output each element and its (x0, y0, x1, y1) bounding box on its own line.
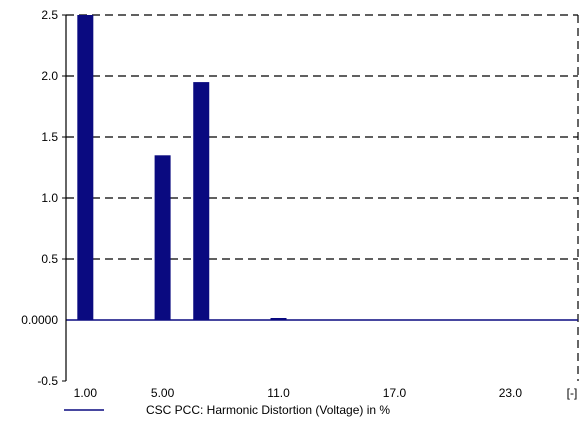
x-tick-labels: 1.00 5.00 11.0 17.0 23.0 (74, 386, 523, 400)
y-tick-label: 2.5 (41, 8, 58, 22)
y-tick-labels: -0.5 0.5 1.0 1.5 2.0 2.5 0.0000 (21, 8, 58, 388)
bars (77, 15, 287, 320)
legend: CSC PCC: Harmonic Distortion (Voltage) i… (64, 403, 390, 417)
y-tick-label: -0.5 (37, 374, 58, 388)
x-tick-label: 11.0 (267, 386, 290, 400)
x-axis-unit-label: [-] (567, 386, 578, 400)
bar (270, 318, 287, 320)
bar (193, 82, 210, 320)
y-tick-label: 1.0 (41, 191, 58, 205)
legend-series-label: CSC PCC: Harmonic Distortion (Voltage) i… (146, 403, 390, 417)
bar (154, 155, 171, 320)
y-tick-label: 2.0 (41, 69, 58, 83)
x-tick-label: 5.00 (151, 386, 175, 400)
y-tick-label: 0.5 (41, 252, 58, 266)
bar (77, 15, 94, 320)
x-tick-label: 23.0 (499, 386, 523, 400)
x-tick-label: 17.0 (383, 386, 407, 400)
y-tick-label: 1.5 (41, 130, 58, 144)
y-zero-label: 0.0000 (21, 313, 58, 327)
axes (62, 14, 578, 382)
x-tick-label: 1.00 (74, 386, 98, 400)
